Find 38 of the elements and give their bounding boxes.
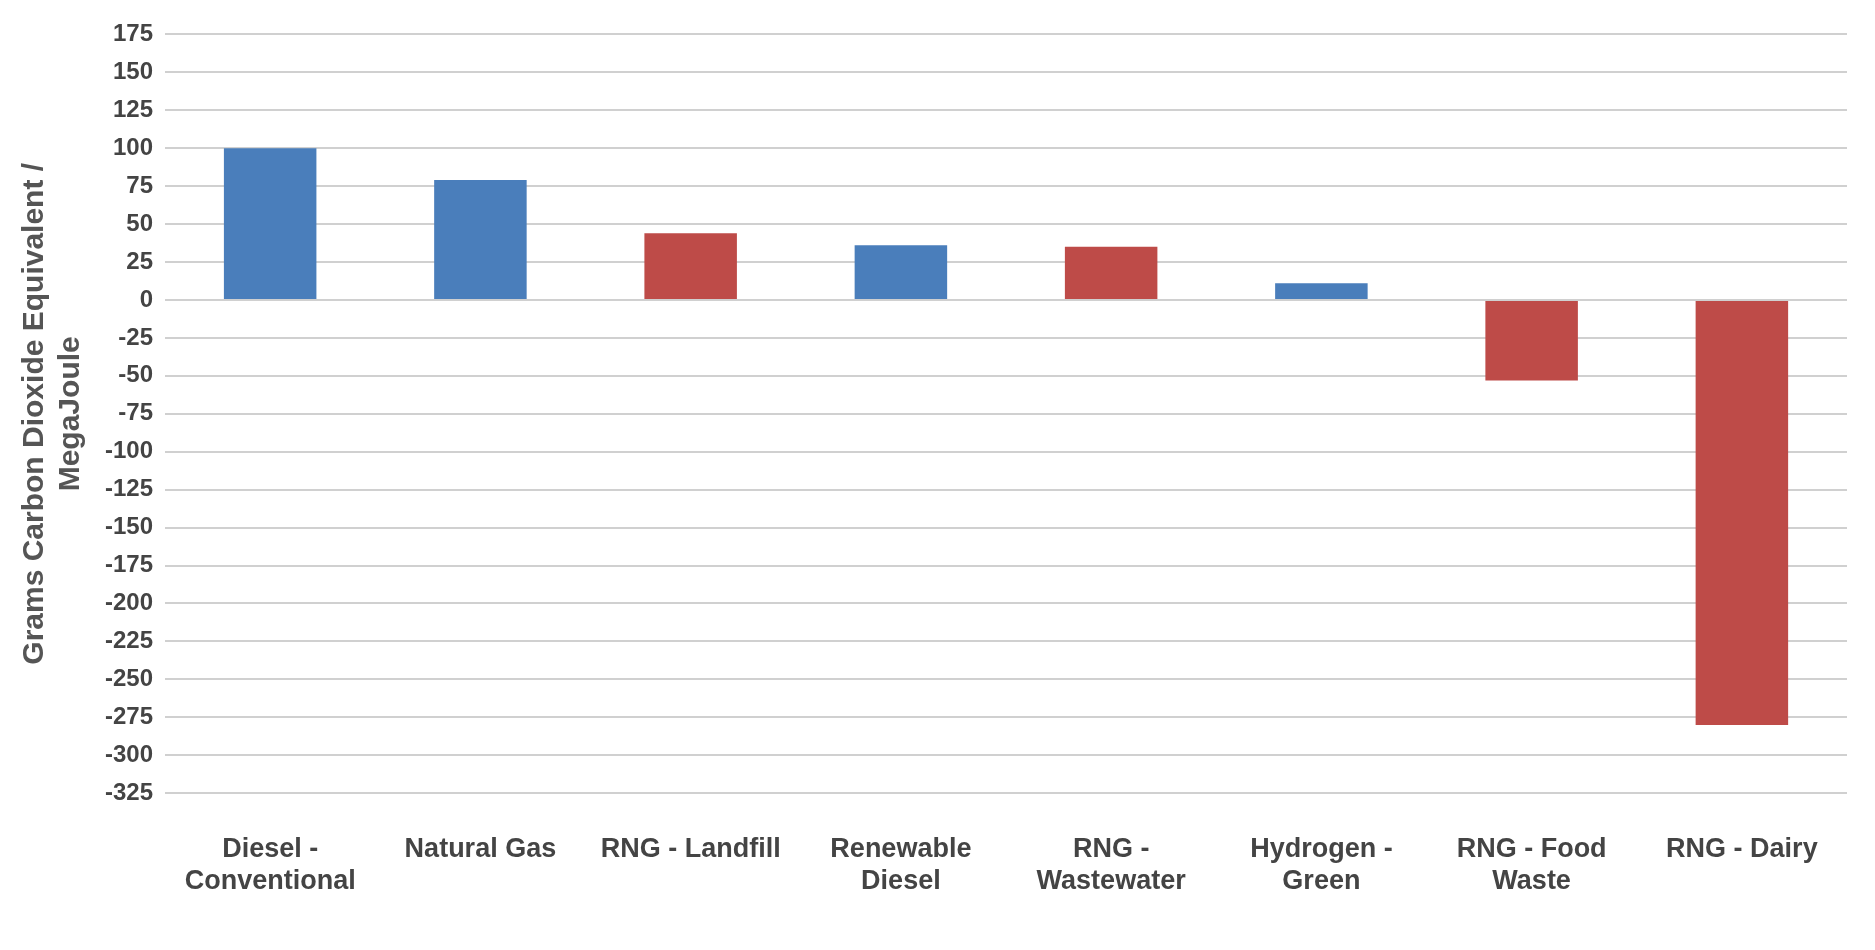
x-tick-label: RNG - Food Waste xyxy=(1456,832,1607,896)
bar xyxy=(223,148,317,299)
y-tick-label: -125 xyxy=(104,474,154,502)
y-tick-label: -300 xyxy=(104,739,154,767)
y-tick-label: 150 xyxy=(112,56,154,84)
y-tick-label: -225 xyxy=(104,626,154,654)
y-tick-label: 0 xyxy=(139,284,154,312)
x-tick-label: RNG - Landfill xyxy=(600,832,781,863)
bar xyxy=(1064,246,1158,299)
x-tick-label: RNG - Wastewater xyxy=(1036,832,1187,896)
y-tick-label: -50 xyxy=(118,360,154,388)
bar xyxy=(854,245,948,299)
y-axis-title: Grams Carbon Dioxide Equivalent / MegaJoule xyxy=(16,162,86,665)
x-tick-label: RNG - Dairy xyxy=(1666,832,1818,863)
y-tick-label: 125 xyxy=(112,94,154,122)
x-tick-label: Renewable Diesel xyxy=(830,832,972,896)
bar xyxy=(1275,283,1368,299)
bar xyxy=(1485,300,1578,381)
x-tick-label: Hydrogen - Green xyxy=(1250,832,1393,896)
y-tick-label: -200 xyxy=(104,588,154,616)
y-tick-label: 50 xyxy=(126,208,154,236)
bar xyxy=(434,180,527,299)
x-tick-label: Natural Gas xyxy=(404,832,557,863)
bar xyxy=(1695,300,1789,725)
y-tick-label: -275 xyxy=(104,701,154,729)
y-tick-label: 100 xyxy=(112,132,154,160)
y-tick-label: -250 xyxy=(104,664,154,692)
x-tick-label: Diesel - Conventional xyxy=(184,832,356,896)
y-tick-label: 25 xyxy=(126,246,154,274)
y-tick-label: 175 xyxy=(112,19,154,47)
y-tick-label: -150 xyxy=(104,512,154,540)
y-tick-label: -25 xyxy=(118,322,154,350)
bar xyxy=(644,233,737,299)
y-tick-label: -75 xyxy=(118,398,154,426)
y-tick-label: -325 xyxy=(104,777,154,805)
y-tick-label: 75 xyxy=(126,170,154,198)
y-tick-label: -175 xyxy=(104,550,154,578)
y-tick-label: -100 xyxy=(104,436,154,464)
